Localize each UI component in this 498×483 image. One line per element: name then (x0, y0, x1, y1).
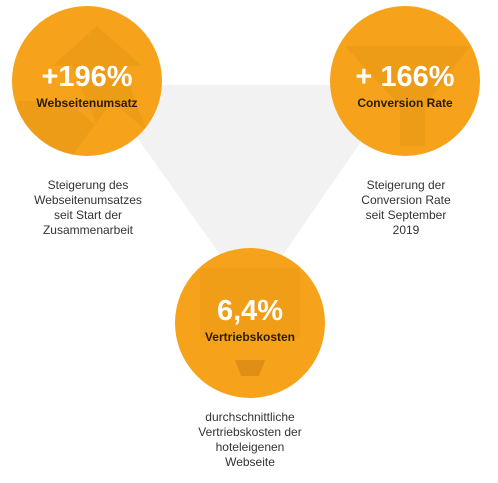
description-line: hoteleigenen (215, 440, 285, 454)
stat-label: Vertriebskosten (204, 330, 296, 344)
description-line: seit September (365, 208, 447, 222)
stat-value: 6,4% (216, 295, 284, 327)
stat-circle-vertriebskosten: 6,4% Vertriebskosten (175, 248, 325, 398)
stat-description-vertriebskosten: durchschnittliche Vertriebskosten der ho… (170, 410, 330, 470)
stat-label: Conversion Rate (357, 96, 453, 110)
stat-value: +196% (41, 61, 133, 93)
stat-circle-webseitenumsatz: +196% Webseitenumsatz (12, 6, 162, 156)
monitor-icon (200, 268, 300, 376)
growth-arrow-icon (17, 26, 147, 156)
description-line: Zusammenarbeit (42, 223, 134, 237)
description-line: Vertriebskosten der (198, 425, 302, 439)
funnel-icon (345, 46, 470, 146)
stat-description-conversion-rate: Steigerung der Conversion Rate seit Sept… (326, 178, 486, 238)
description-line: Webseitenumsatzes (34, 193, 142, 207)
description-line: Steigerung des (47, 178, 129, 192)
stat-description-webseitenumsatz: Steigerung des Webseitenumsatzes seit St… (8, 178, 168, 238)
description-line: 2019 (392, 223, 420, 237)
description-line: Steigerung der (366, 178, 446, 192)
stat-circle-conversion-rate: + 166% Conversion Rate (330, 6, 480, 156)
stat-label: Webseitenumsatz (36, 96, 138, 110)
stat-value: + 166% (355, 61, 455, 93)
description-line: Webseite (225, 455, 275, 469)
description-line: durchschnittliche (205, 410, 295, 424)
description-line: Conversion Rate (361, 193, 451, 207)
description-line: seit Start der (53, 208, 123, 222)
